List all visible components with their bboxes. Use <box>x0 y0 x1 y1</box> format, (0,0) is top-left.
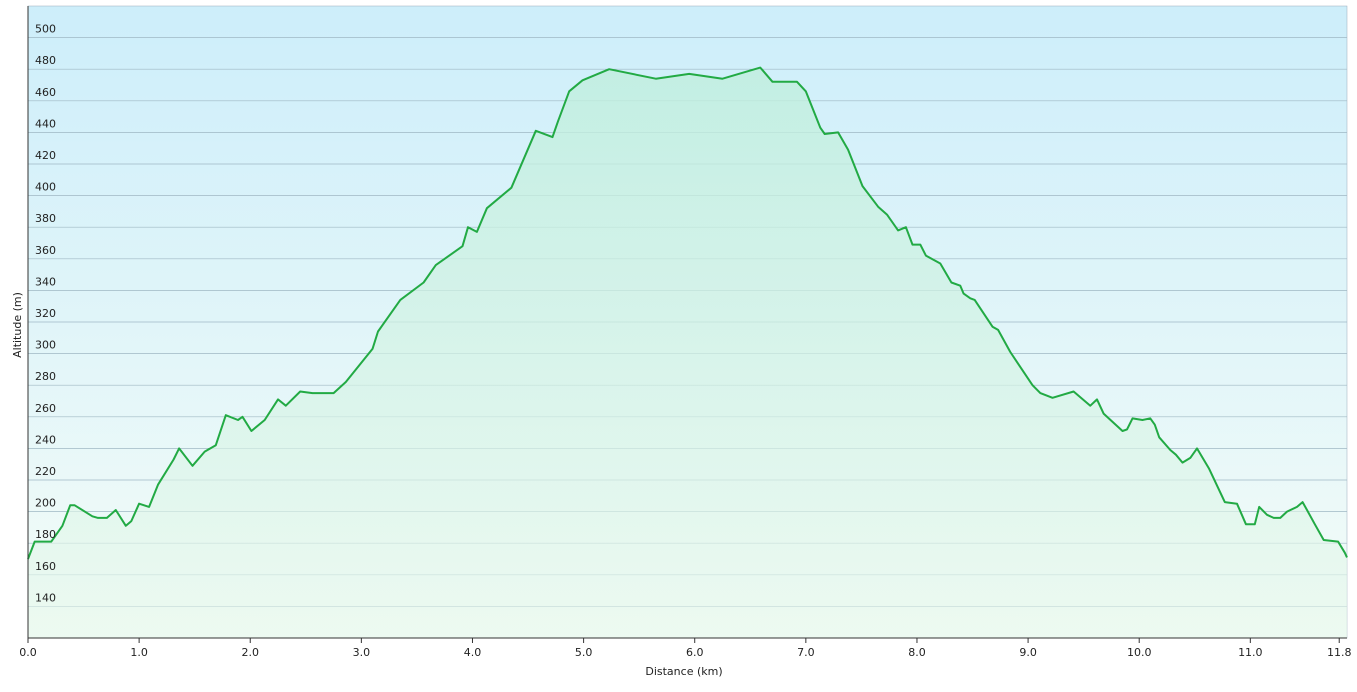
x-tick-label: 7.0 <box>797 646 815 659</box>
x-tick-label: 10.0 <box>1127 646 1152 659</box>
x-tick-label: 8.0 <box>908 646 926 659</box>
line <box>27 66 1348 560</box>
y-tick-label: 280 <box>35 370 56 383</box>
y-tick-label: 180 <box>35 528 56 541</box>
y-tick-label: 420 <box>35 149 56 162</box>
y-tick-label: 400 <box>35 181 56 194</box>
x-tick-label: 5.0 <box>575 646 593 659</box>
x-tick-label: 4.0 <box>464 646 482 659</box>
x-axis-label: Distance (km) <box>645 665 722 678</box>
x-tick-label: 11.8 <box>1327 646 1352 659</box>
y-tick-label: 440 <box>35 117 56 130</box>
x-tick-label: 3.0 <box>353 646 371 659</box>
x-tick-label: 9.0 <box>1019 646 1037 659</box>
x-tick-label: 1.0 <box>130 646 148 659</box>
y-tick-label: 360 <box>35 244 56 257</box>
y-tick-label: 200 <box>35 497 56 510</box>
x-tick-label: 2.0 <box>241 646 259 659</box>
y-tick-label: 460 <box>35 86 56 99</box>
y-tick-label: 340 <box>35 275 56 288</box>
area <box>28 67 1347 639</box>
y-tick-label: 480 <box>35 54 56 67</box>
y-tick-label: 240 <box>35 433 56 446</box>
y-tick-label: 260 <box>35 402 56 415</box>
y-tick-label: 160 <box>35 560 56 573</box>
y-tick-label: 140 <box>35 591 56 604</box>
y-axis-label: Altitude (m) <box>11 292 24 358</box>
x-tick-label: 6.0 <box>686 646 704 659</box>
y-tick-label: 300 <box>35 339 56 352</box>
x-tick-label: 11.0 <box>1238 646 1263 659</box>
y-tick-label: 380 <box>35 212 56 225</box>
y-tick-label: 320 <box>35 307 56 320</box>
x-tick-label: 0.0 <box>19 646 37 659</box>
y-tick-label: 220 <box>35 465 56 478</box>
y-tick-label: 500 <box>35 23 56 36</box>
